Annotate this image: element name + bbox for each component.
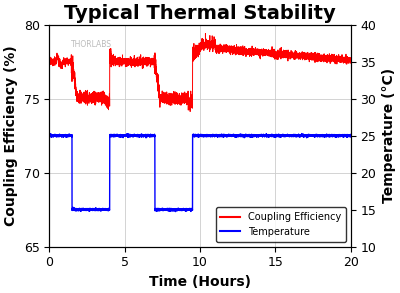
Y-axis label: Coupling Efficiency (%): Coupling Efficiency (%) [4,45,18,226]
Title: Typical Thermal Stability: Typical Thermal Stability [64,4,336,23]
Legend: Coupling Efficiency, Temperature: Coupling Efficiency, Temperature [216,207,346,242]
X-axis label: Time (Hours): Time (Hours) [149,275,251,289]
Text: THORLABS: THORLABS [70,40,112,49]
Y-axis label: Temperature (°C): Temperature (°C) [382,68,396,203]
